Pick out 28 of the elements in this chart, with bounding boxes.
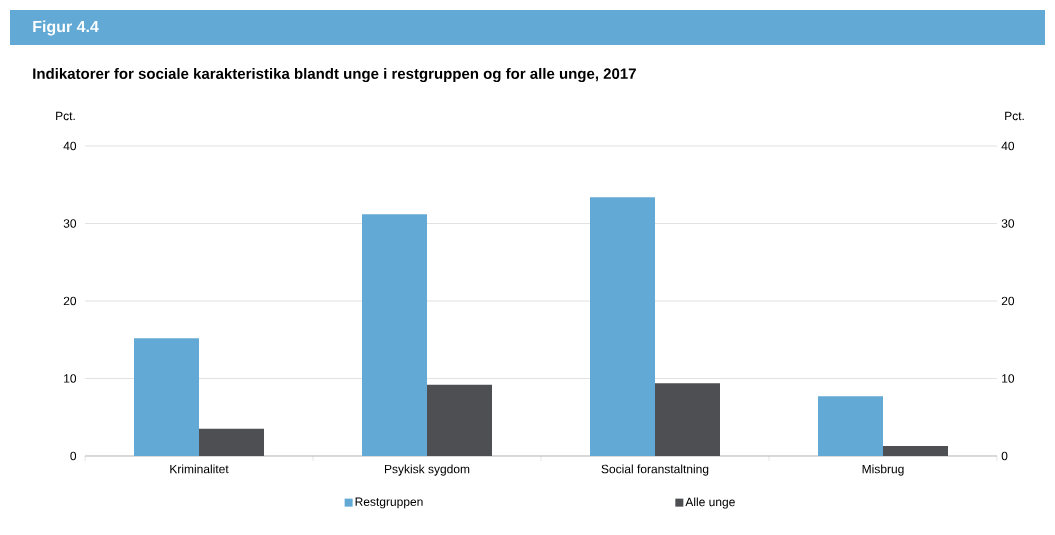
x-tick-label: Psykisk sygdom (384, 464, 470, 476)
x-tick-label: Social foranstaltning (601, 464, 709, 476)
bar (362, 214, 428, 456)
bar (818, 396, 883, 456)
y2-tick-label: 10 (1002, 374, 1015, 383)
x-tick-label: Misbrug (862, 464, 904, 476)
bar (134, 338, 200, 456)
y-axis-title: Pct. (56, 111, 75, 121)
y2-tick-label: 20 (1001, 296, 1015, 306)
y-tick-label: 20 (63, 296, 77, 306)
y2-tick-label: 0 (1001, 451, 1008, 461)
bar (655, 383, 720, 456)
y2-axis-title: Pct. (1005, 111, 1024, 121)
chart-subtitle: Indikatorer for sociale karakteristika blandt unge i restgruppen og for alle unge, 2017 (33, 67, 636, 83)
y-tick-label: 40 (63, 141, 77, 151)
y-tick-label: 10 (64, 374, 77, 383)
bar (199, 428, 265, 456)
y2-tick-label: 30 (1001, 219, 1015, 228)
bar (590, 197, 655, 456)
legend-label: Alle unge (685, 497, 735, 509)
chart-title: Figur 4.4 (33, 20, 99, 36)
y-tick-label: 30 (63, 219, 77, 228)
y-tick-label: 0 (70, 451, 77, 461)
x-tick-label: Kriminalitet (170, 464, 229, 474)
bar (427, 384, 493, 456)
legend-label: Restgruppen (355, 497, 423, 509)
bar (883, 445, 948, 456)
y2-tick-label: 40 (1001, 141, 1015, 151)
